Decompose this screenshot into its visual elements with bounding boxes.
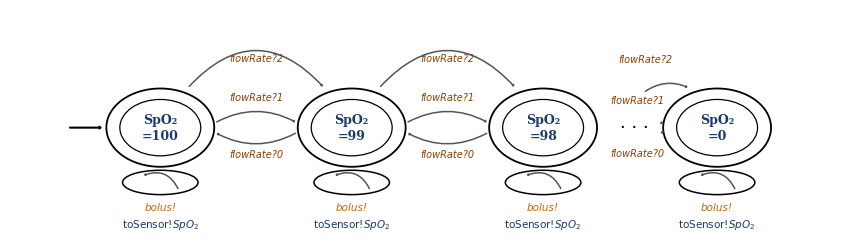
Text: SpO₂: SpO₂ — [526, 114, 560, 127]
Text: flowRate?2: flowRate?2 — [229, 54, 283, 64]
Text: bolus!: bolus! — [144, 203, 176, 213]
Text: flowRate?2: flowRate?2 — [421, 54, 475, 64]
Text: flowRate?1: flowRate?1 — [229, 93, 283, 103]
Text: flowRate?0: flowRate?0 — [229, 150, 283, 160]
Text: toSensor!$SpO_2$: toSensor!$SpO_2$ — [121, 218, 199, 232]
Text: SpO₂: SpO₂ — [143, 114, 177, 127]
Text: flowRate?0: flowRate?0 — [610, 148, 664, 159]
Text: · · ·: · · · — [620, 119, 648, 137]
Ellipse shape — [107, 88, 214, 167]
Text: toSensor!$SpO_2$: toSensor!$SpO_2$ — [505, 218, 581, 232]
Text: flowRate?2: flowRate?2 — [618, 55, 673, 65]
Text: flowRate?1: flowRate?1 — [421, 93, 475, 103]
Text: toSensor!$SpO_2$: toSensor!$SpO_2$ — [313, 218, 390, 232]
Text: bolus!: bolus! — [335, 203, 368, 213]
Text: bolus!: bolus! — [527, 203, 559, 213]
Ellipse shape — [506, 170, 580, 195]
Text: =0: =0 — [708, 130, 727, 143]
Text: =99: =99 — [338, 130, 366, 143]
Text: SpO₂: SpO₂ — [335, 114, 369, 127]
Text: toSensor!$SpO_2$: toSensor!$SpO_2$ — [679, 218, 756, 232]
Text: SpO₂: SpO₂ — [700, 114, 734, 127]
Ellipse shape — [489, 88, 597, 167]
Text: bolus!: bolus! — [701, 203, 733, 213]
Text: flowRate?1: flowRate?1 — [610, 96, 664, 106]
Ellipse shape — [679, 170, 755, 195]
Text: =98: =98 — [529, 130, 557, 143]
Ellipse shape — [314, 170, 390, 195]
Text: =100: =100 — [142, 130, 179, 143]
Ellipse shape — [298, 88, 406, 167]
Ellipse shape — [663, 88, 771, 167]
Text: flowRate?0: flowRate?0 — [421, 150, 475, 160]
Ellipse shape — [122, 170, 198, 195]
